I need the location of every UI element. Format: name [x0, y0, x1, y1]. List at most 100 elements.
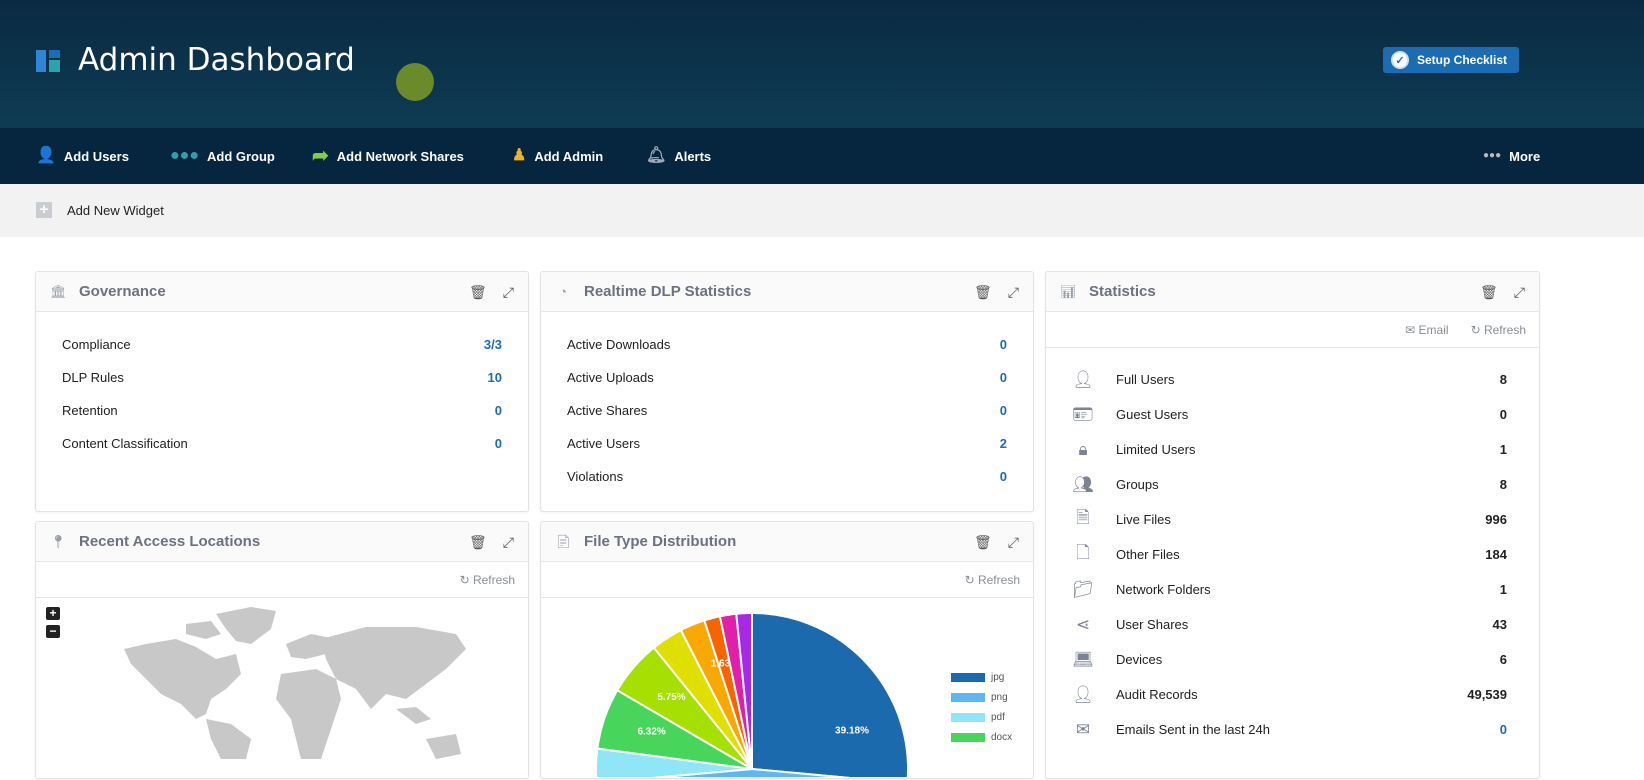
governance-widget: 🏛︎ Governance 🗑︎ ⤢ Compliance 3/3 DLP Rules…	[35, 271, 529, 512]
nav-add-admin[interactable]: ♟ Add Admin	[512, 148, 603, 164]
stat-row[interactable]: ✉ Emails Sent in the last 24h 0	[1046, 712, 1539, 747]
expand-icon[interactable]: ⤢	[1007, 284, 1019, 300]
stat-row[interactable]: 🪪︎ Guest Users 0	[1046, 397, 1539, 432]
row-value[interactable]: 1	[1499, 582, 1507, 597]
trash-icon[interactable]: 🗑︎	[469, 534, 487, 550]
stat-row[interactable]: Content Classification 0	[62, 427, 502, 460]
stat-row[interactable]: Active Shares 0	[567, 394, 1007, 427]
chart-legend: jpg png pdf docx	[951, 667, 1012, 747]
row-value[interactable]: 0	[999, 469, 1007, 484]
legend-item[interactable]: png	[951, 687, 1012, 707]
stat-row[interactable]: Active Downloads 0	[567, 328, 1007, 361]
pie-slice-pdf[interactable]	[595, 747, 753, 779]
row-value[interactable]: 0	[1499, 722, 1507, 737]
row-value[interactable]: 996	[1485, 512, 1507, 527]
pie-slice[interactable]	[703, 615, 753, 770]
row-value[interactable]: 0	[999, 337, 1007, 352]
row-value[interactable]: 8	[1499, 372, 1507, 387]
row-value[interactable]: 1	[1499, 442, 1507, 457]
row-value[interactable]: 8	[1499, 477, 1507, 492]
stat-row[interactable]: ⋖ User Shares 43	[1046, 607, 1539, 642]
refresh-button[interactable]: ↻ Refresh	[965, 573, 1020, 587]
trash-icon[interactable]: 🗑︎	[469, 284, 487, 300]
row-value[interactable]: 0	[999, 370, 1007, 385]
row-label: User Shares	[1116, 617, 1189, 632]
row-value[interactable]: 10	[487, 370, 502, 385]
pie-slice-jpg[interactable]	[751, 612, 909, 778]
email-button[interactable]: ✉ Email	[1405, 323, 1448, 337]
widget-title: Recent Access Locations	[79, 533, 261, 550]
pie-slice-docx[interactable]	[596, 688, 753, 770]
row-value[interactable]: 49,539	[1467, 687, 1507, 702]
stat-row[interactable]: Active Users 2	[567, 427, 1007, 460]
row-value[interactable]: 0	[494, 403, 502, 418]
stat-row[interactable]: 🔒︎ Limited Users 1	[1046, 432, 1539, 467]
pie-slice[interactable]	[735, 612, 753, 770]
expand-icon[interactable]: ⤢	[502, 284, 514, 300]
expand-icon[interactable]: ⤢	[1007, 534, 1019, 550]
pie-slice-png[interactable]	[651, 767, 851, 778]
row-value[interactable]: 0	[1499, 407, 1507, 422]
row-value[interactable]: 6	[1499, 652, 1507, 667]
legend-item[interactable]: docx	[951, 727, 1012, 747]
nav-add-users[interactable]: 👤 Add Users	[36, 148, 129, 164]
laptop-icon: 💻︎	[1072, 649, 1094, 669]
row-value[interactable]: 0	[999, 403, 1007, 418]
pie-slice[interactable]	[718, 612, 753, 770]
bank-icon: 🏛︎	[50, 283, 67, 299]
plus-icon: +	[36, 202, 52, 218]
legend-item[interactable]: pdf	[951, 707, 1012, 727]
trash-icon[interactable]: 🗑︎	[974, 534, 992, 550]
refresh-button[interactable]: ↻ Refresh	[460, 573, 515, 587]
row-value[interactable]: 43	[1492, 617, 1507, 632]
refresh-icon: ↻	[964, 572, 975, 587]
stat-row[interactable]: 🗎 Live Files 996	[1046, 502, 1539, 537]
legend-item[interactable]: jpg	[951, 667, 1012, 687]
row-value[interactable]: 0	[494, 436, 502, 451]
refresh-button[interactable]: ↻ Refresh	[1471, 323, 1526, 337]
row-value[interactable]: 2	[999, 436, 1007, 451]
row-value[interactable]: 184	[1485, 547, 1507, 562]
stat-row[interactable]: Violations 0	[567, 460, 1007, 493]
stat-row[interactable]: Retention 0	[62, 394, 502, 427]
stat-row[interactable]: 👤︎ Full Users 8	[1046, 362, 1539, 397]
setup-label: Setup Checklist	[1417, 53, 1508, 67]
stat-row[interactable]: DLP Rules 10	[62, 361, 502, 394]
nav-add-network-shares[interactable]: ➦ Add Network Shares	[312, 146, 464, 166]
expand-icon[interactable]: ⤢	[502, 534, 514, 550]
map-zoom-out-button[interactable]: −	[46, 625, 60, 638]
add-new-widget-button[interactable]: + Add New Widget	[36, 202, 164, 218]
setup-checklist-button[interactable]: ✓ Setup Checklist	[1383, 47, 1519, 73]
pie-slice[interactable]	[615, 646, 753, 770]
dashboard-logo-icon	[36, 50, 60, 72]
trash-icon[interactable]: 🗑︎	[1480, 284, 1498, 300]
nav-more[interactable]: ●●● More	[1483, 148, 1540, 164]
stat-row[interactable]: Compliance 3/3	[62, 328, 502, 361]
expand-icon[interactable]: ⤢	[1513, 284, 1525, 300]
file-type-distribution-widget: 📄︎ File Type Distribution 🗑︎ ⤢ ↻ Refresh 3…	[540, 521, 1034, 779]
row-value[interactable]: 3/3	[483, 337, 502, 352]
refresh-icon: ↻	[459, 572, 470, 587]
recent-access-locations-widget: 📍︎ Recent Access Locations 🗑︎ ⤢ ↻ Refresh …	[35, 521, 529, 779]
slice-data-label: 5.75%	[657, 692, 685, 703]
page-title: Admin Dashboard	[78, 42, 355, 78]
user-icon: 👤︎	[1072, 684, 1094, 704]
nav-alerts[interactable]: 🔔︎ Alerts	[646, 148, 711, 164]
pie-slice[interactable]	[652, 628, 753, 770]
stat-row[interactable]: 🗋 Other Files 184	[1046, 537, 1539, 572]
stat-row[interactable]: 📁︎ Network Folders 1	[1046, 572, 1539, 607]
trash-icon[interactable]: 🗑︎	[974, 284, 992, 300]
stat-row[interactable]: 💻︎ Devices 6	[1046, 642, 1539, 677]
pie-slice[interactable]	[679, 619, 753, 770]
map-zoom-in-button[interactable]: +	[46, 607, 60, 620]
stat-row[interactable]: 👥︎ Groups 8	[1046, 467, 1539, 502]
stat-row[interactable]: 👤︎ Audit Records 49,539	[1046, 677, 1539, 712]
stat-row[interactable]: Active Uploads 0	[567, 361, 1007, 394]
widget-title: File Type Distribution	[584, 533, 737, 550]
legend-swatch	[951, 672, 985, 682]
world-map[interactable]	[36, 599, 529, 759]
nav-add-group[interactable]: ●●● Add Group	[170, 148, 275, 164]
statistics-list: 👤︎ Full Users 8 🪪︎ Guest Users 0 🔒︎ Limited Use…	[1046, 348, 1539, 747]
file-icon: 🗋	[1076, 543, 1090, 562]
group-icon: 👥︎	[1072, 474, 1094, 494]
